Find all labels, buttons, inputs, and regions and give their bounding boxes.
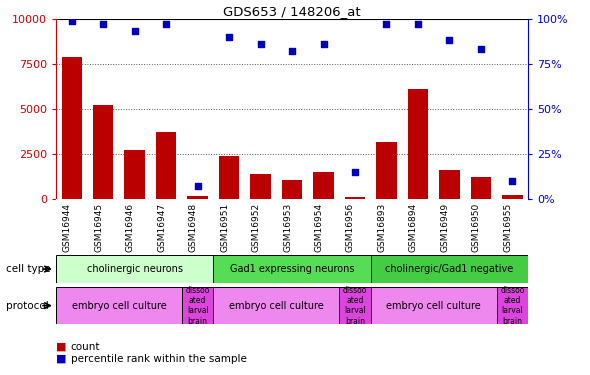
Bar xyxy=(371,255,528,283)
Point xyxy=(224,34,234,40)
Text: dissoo
ated
larval
brain: dissoo ated larval brain xyxy=(343,285,367,326)
Text: embryo cell culture: embryo cell culture xyxy=(229,301,324,310)
Point xyxy=(162,21,171,27)
Bar xyxy=(93,105,113,199)
Text: GSM16955: GSM16955 xyxy=(503,203,512,252)
Text: percentile rank within the sample: percentile rank within the sample xyxy=(71,354,247,363)
Bar xyxy=(313,172,334,199)
Point xyxy=(256,41,266,47)
Text: GSM16951: GSM16951 xyxy=(220,203,229,252)
Text: count: count xyxy=(71,342,100,352)
Bar xyxy=(124,150,145,199)
Title: GDS653 / 148206_at: GDS653 / 148206_at xyxy=(223,4,361,18)
Text: ■: ■ xyxy=(56,342,67,352)
Bar xyxy=(182,287,214,324)
Bar xyxy=(282,180,302,199)
Bar xyxy=(497,287,528,324)
Bar xyxy=(502,195,523,199)
Point xyxy=(507,178,517,184)
Bar xyxy=(408,89,428,199)
Text: embryo cell culture: embryo cell culture xyxy=(71,301,166,310)
Text: cell type: cell type xyxy=(6,264,51,274)
Bar xyxy=(371,287,497,324)
Text: Gad1 expressing neurons: Gad1 expressing neurons xyxy=(230,264,355,274)
Text: GSM16945: GSM16945 xyxy=(94,203,103,252)
Text: GSM16946: GSM16946 xyxy=(126,203,135,252)
Text: cholinergic neurons: cholinergic neurons xyxy=(87,264,183,274)
Text: ■: ■ xyxy=(56,354,67,363)
Point xyxy=(319,41,328,47)
Text: GSM16950: GSM16950 xyxy=(472,203,481,252)
Bar xyxy=(156,132,176,199)
Bar xyxy=(214,287,339,324)
Point xyxy=(193,183,202,189)
Text: cholinergic/Gad1 negative: cholinergic/Gad1 negative xyxy=(385,264,513,274)
Bar xyxy=(471,177,491,199)
Bar xyxy=(345,197,365,199)
Point xyxy=(350,169,360,175)
Text: GSM16893: GSM16893 xyxy=(378,203,386,252)
Bar xyxy=(339,287,371,324)
Point xyxy=(476,46,486,53)
Text: GSM16953: GSM16953 xyxy=(283,203,292,252)
Text: GSM16952: GSM16952 xyxy=(251,203,261,252)
Bar xyxy=(56,287,182,324)
Point xyxy=(67,18,77,24)
Point xyxy=(99,21,108,27)
Point xyxy=(382,21,391,27)
Text: GSM16954: GSM16954 xyxy=(314,203,323,252)
Bar xyxy=(439,170,460,199)
Bar xyxy=(56,255,214,283)
Point xyxy=(287,48,297,54)
Bar xyxy=(250,174,271,199)
Text: GSM16894: GSM16894 xyxy=(409,203,418,252)
Text: GSM16949: GSM16949 xyxy=(440,203,450,252)
Text: GSM16947: GSM16947 xyxy=(157,203,166,252)
Bar xyxy=(214,255,371,283)
Bar xyxy=(188,196,208,199)
Text: GSM16956: GSM16956 xyxy=(346,203,355,252)
Text: dissoo
ated
larval
brain: dissoo ated larval brain xyxy=(500,285,525,326)
Point xyxy=(445,38,454,44)
Text: embryo cell culture: embryo cell culture xyxy=(386,301,481,310)
Bar xyxy=(219,156,240,199)
Point xyxy=(130,28,139,34)
Bar xyxy=(376,142,396,199)
Text: dissoo
ated
larval
brain: dissoo ated larval brain xyxy=(185,285,210,326)
Point xyxy=(413,21,422,27)
Bar xyxy=(61,57,82,199)
Text: GSM16944: GSM16944 xyxy=(63,203,72,252)
Text: GSM16948: GSM16948 xyxy=(189,203,198,252)
Text: protocol: protocol xyxy=(6,301,48,310)
